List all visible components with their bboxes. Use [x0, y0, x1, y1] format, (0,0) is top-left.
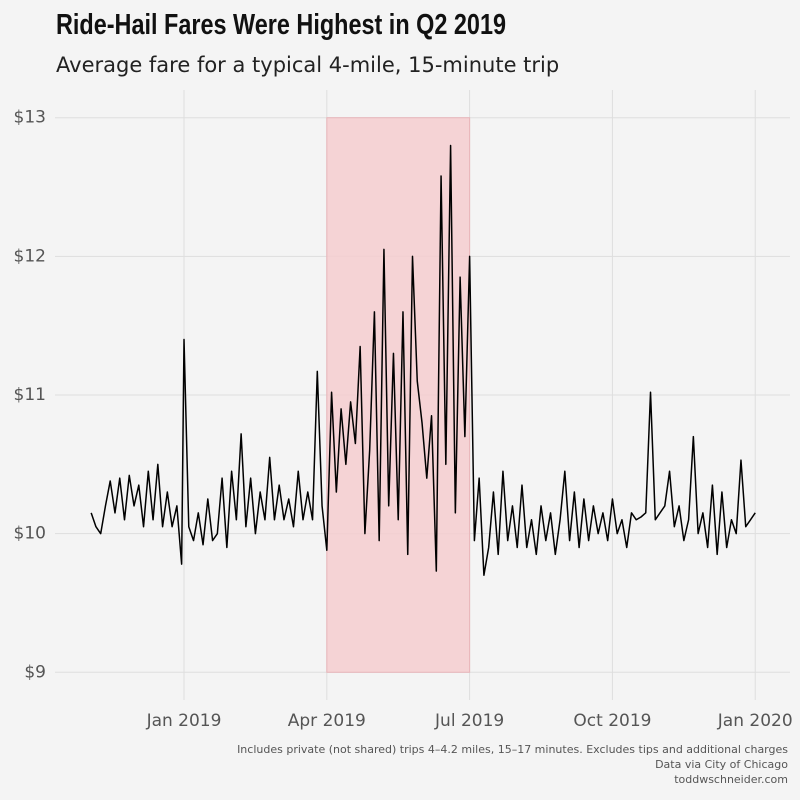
footnote: toddwschneider.com — [674, 773, 788, 786]
highlight-band — [326, 117, 471, 673]
y-tick-label: $9 — [24, 662, 46, 682]
x-tick-label: Jan 2019 — [146, 711, 222, 731]
footnote: Data via City of Chicago — [655, 758, 788, 771]
x-tick-label: Oct 2019 — [573, 711, 651, 731]
line — [90, 144, 756, 576]
x-tick-label: Jul 2019 — [434, 711, 504, 731]
y-tick-label: $10 — [14, 524, 46, 544]
footnote: Includes private (not shared) trips 4–4.… — [237, 743, 788, 756]
x-tick-label: Jan 2020 — [717, 711, 793, 731]
y-tick-label: $12 — [14, 246, 46, 266]
chart-subtitle: Average fare for a typical 4-mile, 15-mi… — [56, 53, 559, 77]
y-tick-label: $13 — [14, 108, 46, 128]
chart-title: Ride-Hail Fares Were Highest in Q2 2019 — [56, 9, 506, 41]
x-tick-label: Apr 2019 — [288, 711, 366, 731]
y-tick-label: $11 — [14, 385, 46, 405]
